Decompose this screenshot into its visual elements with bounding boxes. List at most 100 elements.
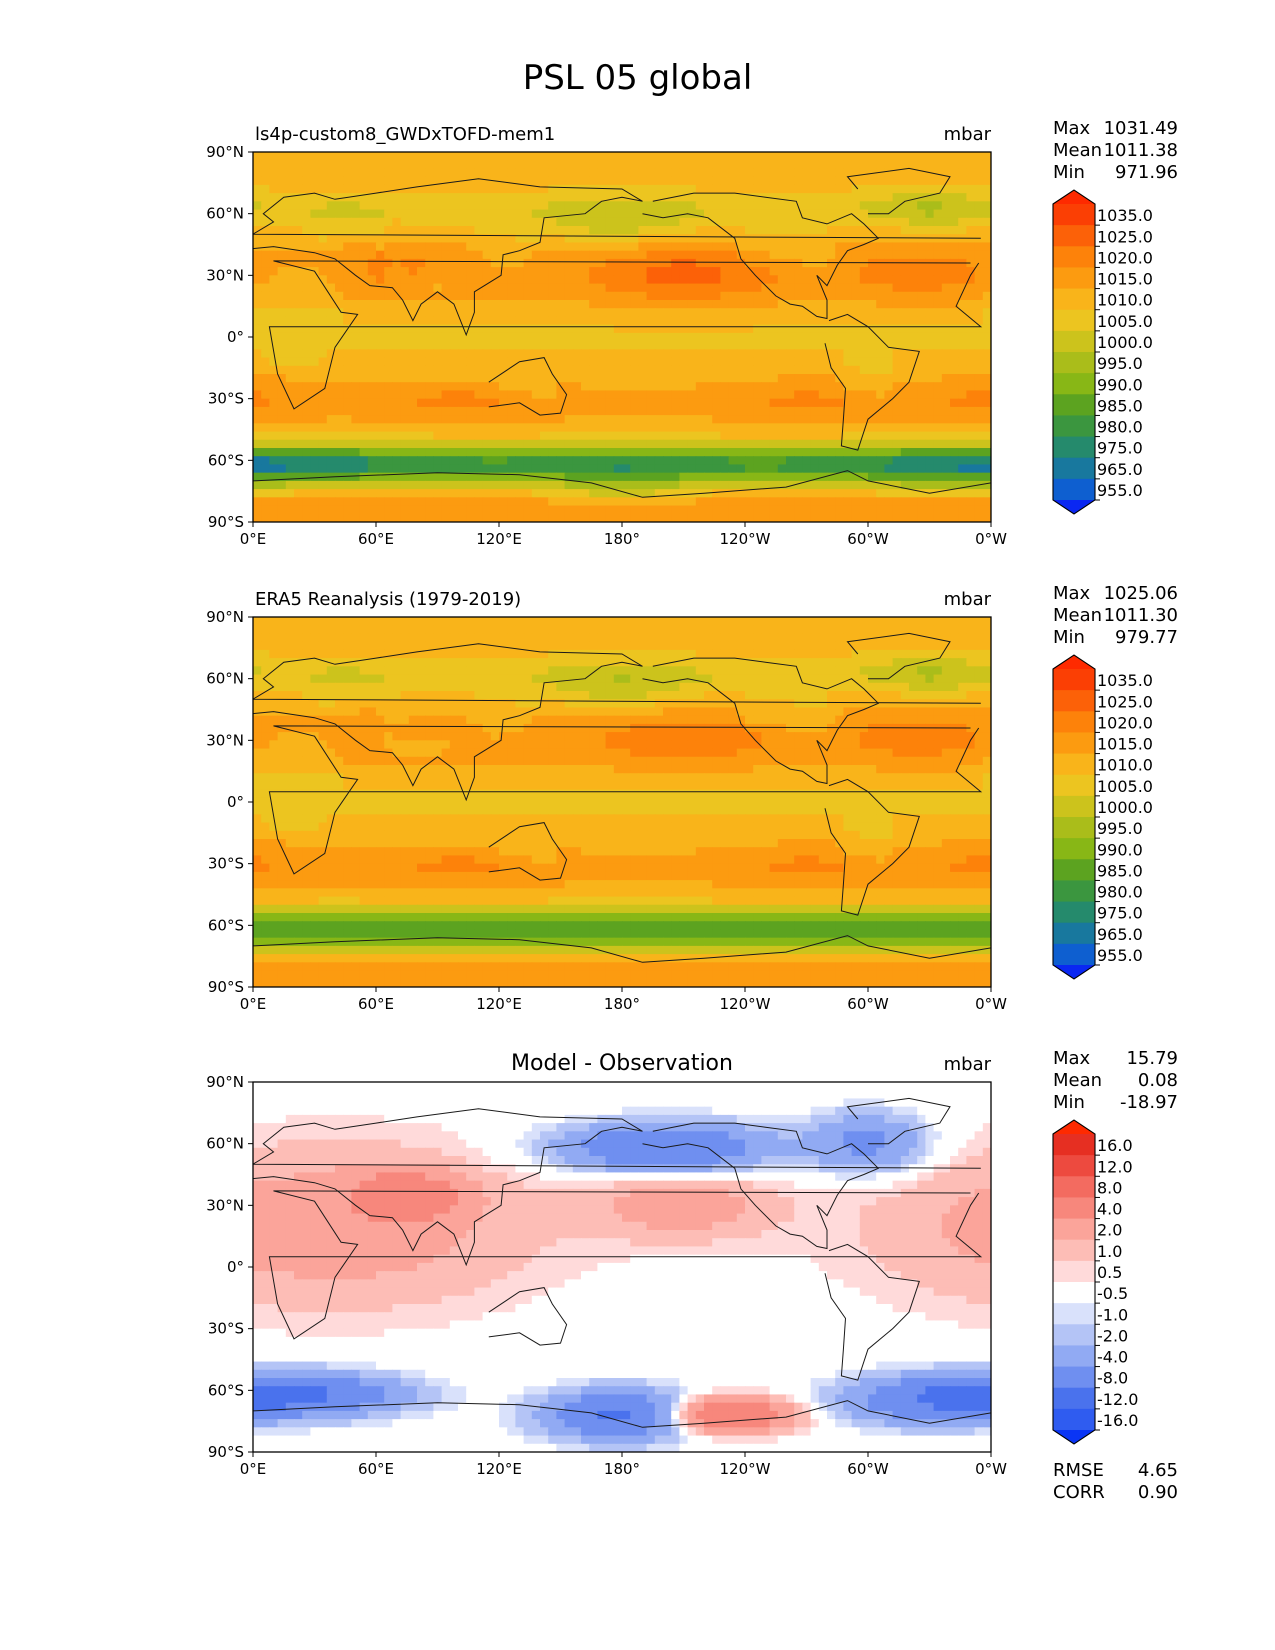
lat-tick-label: 0° (227, 793, 244, 811)
lon-tick-label: 0°E (240, 530, 267, 548)
colorbar-label: -4.0 (1097, 1348, 1128, 1367)
colorbar-label: 980.0 (1097, 418, 1143, 437)
extra-stat-label: CORR (1053, 1482, 1105, 1503)
colorbar-label: 1005.0 (1097, 312, 1153, 331)
lon-tick-label: 60°W (847, 530, 889, 548)
stat-value: 979.77 (1115, 627, 1178, 648)
lat-tick-label: 60°N (206, 205, 244, 223)
colorbar-label: 985.0 (1097, 861, 1143, 880)
stat-value: 971.96 (1115, 162, 1178, 183)
stat-label: Mean (1053, 1070, 1102, 1091)
colorbar-label: 1035.0 (1097, 206, 1153, 225)
colorbar-label: 965.0 (1097, 460, 1143, 479)
lon-tick-label: 0°W (975, 530, 1007, 548)
panel-title: ERA5 Reanalysis (1979-2019) (255, 589, 521, 610)
stat-value: 15.79 (1126, 1048, 1178, 1069)
colorbar-label: -2.0 (1097, 1326, 1128, 1345)
lon-tick-label: 120°W (720, 530, 771, 548)
colorbar-label: 975.0 (1097, 904, 1143, 923)
lon-tick-label: 120°E (476, 995, 522, 1013)
stat-label: Min (1053, 1092, 1085, 1113)
colorbar-label: 2.0 (1097, 1221, 1122, 1240)
colorbar-label: 1010.0 (1097, 291, 1153, 310)
colorbar-label: 1.0 (1097, 1242, 1122, 1261)
stat-value: 0.08 (1138, 1070, 1178, 1091)
colorbar: 16.0 12.0 8.0 4.0 2.0 1.0 0.5 -0.5 -1.0 -2.0 -4.0 -… (1052, 1119, 1138, 1445)
lat-tick-label: 30°S (208, 1320, 244, 1338)
colorbar-label: 1025.0 (1097, 227, 1153, 246)
map-field (253, 617, 991, 987)
lat-tick-label: 30°N (206, 266, 244, 284)
colorbar-label: 980.0 (1097, 883, 1143, 902)
map-figure-diff: Model - Observation mbar 90°N 60°N 30°N 0° 30°… (206, 1048, 1178, 1503)
colorbar-label: -12.0 (1097, 1390, 1138, 1409)
colorbar-label: 1020.0 (1097, 248, 1153, 267)
colorbar: 1035.0 1025.0 1020.0 1015.0 1010.0 1005.0 1000… (1052, 189, 1153, 515)
lon-tick-label: 180° (604, 995, 640, 1013)
extra-stat-value: 4.65 (1138, 1460, 1178, 1481)
colorbar: 1035.0 1025.0 1020.0 1015.0 1010.0 1005.0 1000… (1052, 654, 1153, 980)
lat-tick-label: 60°S (208, 916, 244, 934)
colorbar-label: 995.0 (1097, 819, 1143, 838)
lon-tick-label: 120°W (720, 995, 771, 1013)
units-label: mbar (944, 124, 992, 145)
lat-tick-label: 60°S (208, 451, 244, 469)
colorbar-label: 1005.0 (1097, 777, 1153, 796)
lon-tick-label: 120°E (476, 530, 522, 548)
colorbar-label: 990.0 (1097, 840, 1143, 859)
colorbar-label: 4.0 (1097, 1200, 1122, 1219)
map-field (253, 152, 991, 522)
colorbar-label: 1015.0 (1097, 735, 1153, 754)
lat-tick-label: 90°S (208, 978, 244, 996)
colorbar-label: 8.0 (1097, 1178, 1122, 1197)
lat-tick-label: 0° (227, 1258, 244, 1276)
colorbar-label: 1000.0 (1097, 798, 1153, 817)
colorbar-label: 985.0 (1097, 396, 1143, 415)
colorbar-label: 1015.0 (1097, 270, 1153, 289)
colorbar-label: 1020.0 (1097, 713, 1153, 732)
colorbar-label: 955.0 (1097, 946, 1143, 965)
panel-title: Model - Observation (511, 1051, 733, 1076)
coastlines (253, 632, 991, 963)
stat-label: Min (1053, 162, 1085, 183)
extra-stat-label: RMSE (1053, 1460, 1104, 1481)
stat-value: 1031.49 (1104, 118, 1178, 139)
figure-title: PSL 05 global (522, 58, 753, 98)
lat-tick-label: 90°N (206, 1073, 244, 1091)
lon-tick-label: 120°E (476, 1460, 522, 1478)
colorbar-label: 1035.0 (1097, 671, 1153, 690)
lon-tick-label: 60°E (358, 1460, 394, 1478)
colorbar-label: 955.0 (1097, 481, 1143, 500)
units-label: mbar (944, 1054, 992, 1075)
map-figure-obs: ERA5 Reanalysis (1979-2019) mbar 90°N 60°N 3… (206, 583, 1178, 1013)
colorbar-label: 12.0 (1097, 1157, 1133, 1176)
lon-tick-label: 60°E (358, 995, 394, 1013)
coastlines (253, 167, 991, 498)
colorbar-label: 0.5 (1097, 1263, 1122, 1282)
lon-tick-label: 60°W (847, 1460, 889, 1478)
colorbar-label: 1025.0 (1097, 692, 1153, 711)
lat-tick-label: 0° (227, 328, 244, 346)
lat-tick-label: 90°S (208, 513, 244, 531)
colorbar-label: 975.0 (1097, 439, 1143, 458)
colorbar-label: 1010.0 (1097, 756, 1153, 775)
units-label: mbar (944, 589, 992, 610)
stat-value: 1011.38 (1104, 140, 1178, 161)
lon-tick-label: 60°W (847, 995, 889, 1013)
stat-value: 1025.06 (1104, 583, 1178, 604)
lon-tick-label: 120°W (720, 1460, 771, 1478)
extra-stat-value: 0.90 (1138, 1482, 1178, 1503)
lat-tick-label: 30°S (208, 855, 244, 873)
lon-tick-label: 0°W (975, 995, 1007, 1013)
stat-label: Mean (1053, 140, 1102, 161)
colorbar-label: 990.0 (1097, 375, 1143, 394)
colorbar-label: 995.0 (1097, 354, 1143, 373)
colorbar-label: -0.5 (1097, 1284, 1128, 1303)
panel-title: ls4p-custom8_GWDxTOFD-mem1 (255, 124, 555, 145)
lon-tick-label: 60°E (358, 530, 394, 548)
lat-tick-label: 90°S (208, 1443, 244, 1461)
lat-tick-label: 90°N (206, 143, 244, 161)
lon-tick-label: 180° (604, 530, 640, 548)
lat-tick-label: 30°N (206, 1196, 244, 1214)
stat-label: Max (1053, 1048, 1091, 1069)
